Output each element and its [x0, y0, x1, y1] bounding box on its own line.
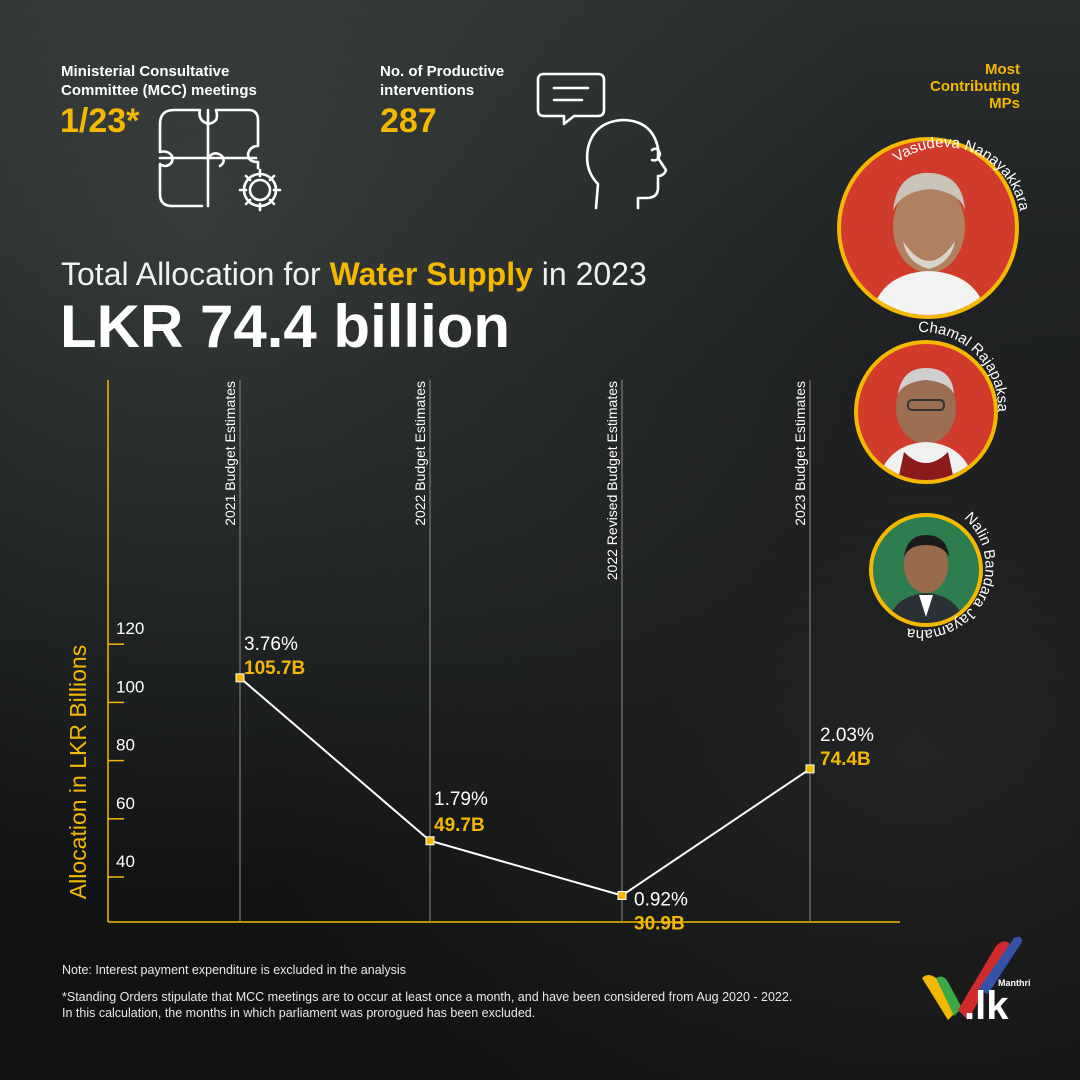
mps-heading-line2: Contributing — [930, 78, 1020, 95]
mcc-value: 1/23* — [60, 102, 140, 140]
interventions-label: No. of Productive interventions — [380, 62, 560, 100]
title-prefix: Total Allocation for — [61, 256, 330, 292]
value-label-1: 49.7B — [434, 815, 485, 836]
category-label-3: 2023 Budget Estimates — [792, 381, 808, 526]
mp-portrait-3 — [869, 513, 983, 627]
mps-heading-line1: Most — [985, 61, 1020, 78]
data-point-0 — [235, 673, 245, 683]
puzzle-gear-icon — [158, 108, 282, 212]
value-label-2: 30.9B — [634, 913, 685, 934]
percent-label-1: 1.79% — [434, 789, 488, 810]
value-label-0: 105.7B — [244, 658, 305, 679]
y-tick-label-3: 60 — [116, 794, 135, 813]
series-line — [239, 677, 811, 897]
note-standing-orders-line2: In this calculation, the months in which… — [62, 1006, 536, 1020]
logo-big-text: .lk — [964, 984, 1009, 1028]
y-axis-label: Allocation in LKR Billions — [65, 645, 91, 899]
mp-avatar-2 — [878, 368, 974, 480]
category-label-0: 2021 Budget Estimates — [222, 381, 238, 526]
value-label-3: 74.4B — [820, 749, 871, 770]
interventions-label-line1: No. of Productive — [380, 63, 505, 80]
headline-amount: LKR 74.4 billion — [60, 293, 511, 360]
percent-label-2: 0.92% — [634, 889, 688, 910]
speech-head-icon — [536, 72, 668, 210]
note-interest: Note: Interest payment expenditure is ex… — [62, 963, 406, 977]
data-point-3 — [805, 764, 815, 774]
logo-small-text: Manthri — [998, 978, 1031, 988]
y-tick-label-1: 100 — [116, 677, 144, 696]
title-suffix: in 2023 — [532, 256, 647, 292]
manthri-logo: Manthri .lk — [918, 932, 1031, 1032]
note-standing-orders: *Standing Orders stipulate that MCC meet… — [62, 989, 922, 1021]
mcc-label-line1: Ministerial Consultative — [61, 63, 230, 80]
title-highlight: Water Supply — [329, 256, 533, 292]
mp-name-arc-3: Nalin Bandara Jayamaha — [905, 509, 998, 642]
mcc-label-line2: Committee (MCC) meetings — [61, 82, 257, 99]
data-point-1 — [425, 836, 435, 846]
checkmark-logo-icon — [922, 936, 1022, 1020]
percent-label-3: 2.03% — [820, 725, 874, 746]
mp-portrait-2 — [854, 340, 998, 484]
data-point-2 — [617, 890, 627, 900]
y-tick-label-4: 40 — [116, 852, 135, 871]
mps-heading: Most Contributing MPs — [930, 61, 1020, 112]
mp-name-arc-2: Chamal Rajapaksa — [918, 319, 1011, 413]
note-standing-orders-line1: *Standing Orders stipulate that MCC meet… — [62, 990, 793, 1004]
interventions-label-line2: interventions — [380, 82, 475, 99]
mps-heading-line3: MPs — [989, 95, 1020, 112]
category-label-2: 2022 Revised Budget Estimates — [604, 381, 620, 580]
mcc-label: Ministerial Consultative Committee (MCC)… — [61, 62, 301, 100]
interventions-value: 287 — [380, 102, 437, 140]
chart-subtitle: Total Allocation for Water Supply in 202… — [61, 256, 647, 293]
mp-portrait-1 — [837, 137, 1019, 319]
percent-label-0: 3.76% — [244, 634, 298, 655]
mp-avatar-1 — [871, 172, 987, 315]
category-label-1: 2022 Budget Estimates — [412, 381, 428, 526]
y-tick-label-2: 80 — [116, 736, 135, 755]
mp-name-arc-1: Vasudeva Nanayakkara — [890, 134, 1033, 213]
mp-avatar-3 — [887, 535, 965, 623]
y-tick-label-0: 120 — [116, 619, 144, 638]
